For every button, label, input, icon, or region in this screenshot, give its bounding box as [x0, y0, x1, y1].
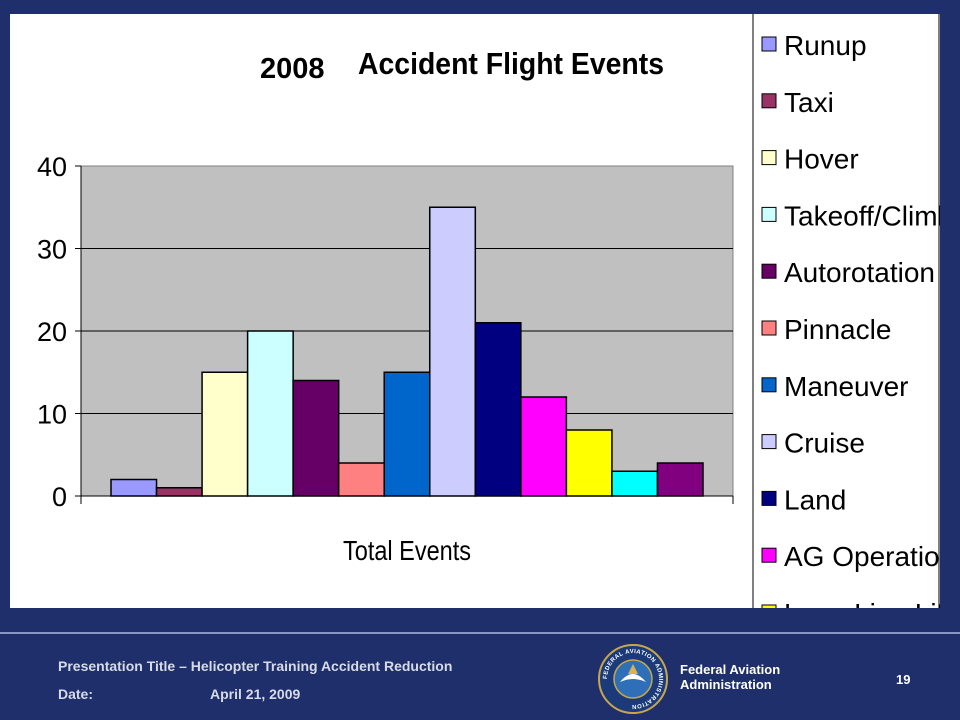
legend-label: Autorotation	[784, 257, 935, 288]
y-tick-label: 10	[37, 400, 67, 430]
legend-label: Maneuver	[784, 371, 909, 402]
y-axis-ticks: 0 10 20 30 40	[37, 152, 81, 512]
chart-title-year: 2008	[260, 53, 325, 85]
legend-label: Land	[784, 484, 846, 515]
chart-panel: 2008 Accident Flight Events 0 10 20 30 40 To…	[10, 14, 946, 608]
legend-label: Hover	[784, 144, 859, 175]
bar-runup	[110, 478, 158, 497]
legend-swatch	[761, 377, 777, 393]
bar-chart: 2008 Accident Flight Events 0 10 20 30 40 To…	[37, 14, 946, 608]
bar-land	[474, 322, 522, 497]
legend-swatch	[761, 604, 777, 608]
legend-box	[752, 14, 940, 608]
bar-series-13	[656, 462, 704, 497]
agency-name-line1: Federal Aviation	[680, 662, 781, 677]
presentation-title: Presentation Title – Helicopter Training…	[58, 658, 453, 674]
bar-cruise	[429, 206, 477, 497]
bar-maneuver	[383, 371, 431, 497]
bar-long-line-lift	[565, 429, 613, 497]
legend-swatch	[761, 434, 777, 450]
legend-label: Runup	[784, 30, 867, 61]
date-label: Date:	[58, 686, 94, 702]
faa-seal-logo: FEDERAL AVIATION ADMINISTRATION	[598, 644, 668, 714]
legend: Runup Taxi Hover Takeoff/Climb Autorotation P…	[761, 30, 946, 608]
bar-autorotation	[292, 379, 340, 497]
legend-label: AG Operation	[784, 541, 946, 572]
legend-swatch	[761, 320, 777, 336]
legend-label: Pinnacle	[784, 314, 891, 345]
y-tick-label: 0	[52, 482, 67, 512]
legend-swatch	[761, 547, 777, 563]
frame-edge	[940, 14, 946, 608]
bar-taxi	[155, 487, 203, 497]
legend-swatch	[761, 36, 777, 52]
agency-name: Federal Aviation Administration	[680, 662, 820, 692]
bar-series-12	[611, 470, 659, 497]
page-number: 19	[896, 672, 911, 687]
date-value: April 21, 2009	[210, 686, 301, 702]
y-tick-label: 40	[37, 152, 67, 182]
y-tick-label: 20	[37, 317, 67, 347]
legend-swatch	[761, 206, 777, 222]
legend-swatch	[761, 490, 777, 506]
y-tick-label: 30	[37, 235, 67, 265]
bar-ag-operation	[520, 396, 568, 497]
bars	[110, 206, 704, 497]
x-axis-label: Total Events	[343, 535, 471, 566]
legend-swatch	[761, 93, 777, 109]
legend-label: Takeoff/Climb	[784, 200, 946, 231]
bar-pinnacle	[337, 462, 385, 497]
chart-title: Accident Flight Events	[358, 46, 664, 81]
legend-label: Cruise	[784, 428, 865, 459]
bar-takeoff-climb	[246, 330, 294, 497]
legend-swatch	[761, 263, 777, 279]
agency-name-line2: Administration	[680, 677, 772, 692]
legend-label: Taxi	[784, 87, 834, 118]
footer-divider	[0, 632, 960, 634]
bar-hover	[201, 371, 249, 497]
legend-swatch	[761, 150, 777, 166]
legend-label: Long Line Lift	[784, 598, 946, 608]
